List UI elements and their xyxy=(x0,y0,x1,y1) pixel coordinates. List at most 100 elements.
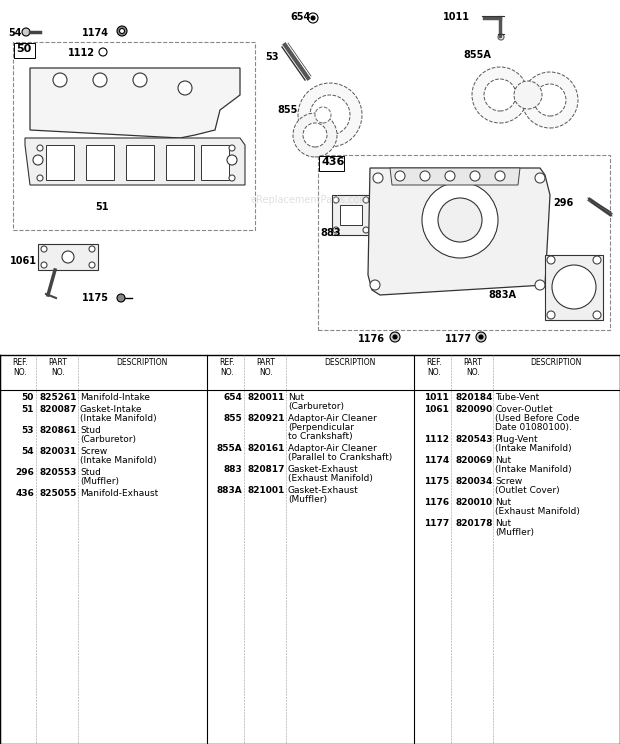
Text: Nut: Nut xyxy=(495,519,511,528)
Text: Gasket-Intake: Gasket-Intake xyxy=(80,405,143,414)
Polygon shape xyxy=(86,145,114,180)
Text: 436: 436 xyxy=(321,157,344,167)
Polygon shape xyxy=(166,145,194,180)
Text: 1176: 1176 xyxy=(424,498,449,507)
Circle shape xyxy=(293,113,337,157)
Text: (Muffler): (Muffler) xyxy=(288,495,327,504)
Text: 820921: 820921 xyxy=(248,414,285,423)
Circle shape xyxy=(53,73,67,87)
Circle shape xyxy=(470,171,480,181)
Polygon shape xyxy=(38,244,98,270)
Circle shape xyxy=(62,251,74,263)
Text: 883: 883 xyxy=(223,465,242,474)
Text: 51: 51 xyxy=(95,202,108,212)
Text: (Muffler): (Muffler) xyxy=(80,477,119,486)
Circle shape xyxy=(472,67,528,123)
Text: 821001: 821001 xyxy=(248,486,285,495)
Circle shape xyxy=(498,34,504,40)
Text: (Exhaust Manifold): (Exhaust Manifold) xyxy=(288,474,373,483)
Circle shape xyxy=(310,95,350,135)
Text: Manifold-Exhaust: Manifold-Exhaust xyxy=(80,489,158,498)
Circle shape xyxy=(476,332,486,342)
Text: Cover-Outlet: Cover-Outlet xyxy=(495,405,552,414)
Polygon shape xyxy=(30,68,240,138)
Text: 883: 883 xyxy=(320,228,340,238)
Circle shape xyxy=(333,227,339,233)
Circle shape xyxy=(178,81,192,95)
Text: DESCRIPTION: DESCRIPTION xyxy=(117,358,167,367)
Text: 820817: 820817 xyxy=(248,465,285,474)
Text: PART
NO.: PART NO. xyxy=(48,358,68,377)
Circle shape xyxy=(229,145,235,151)
Text: to Crankshaft): to Crankshaft) xyxy=(288,432,353,441)
Circle shape xyxy=(37,145,43,151)
Circle shape xyxy=(117,294,125,302)
Circle shape xyxy=(308,13,318,23)
Text: 1061: 1061 xyxy=(10,256,37,266)
Circle shape xyxy=(370,280,380,290)
Circle shape xyxy=(120,28,125,33)
Text: Tube-Vent: Tube-Vent xyxy=(495,393,539,402)
Circle shape xyxy=(484,79,516,111)
Text: 296: 296 xyxy=(15,468,34,477)
Circle shape xyxy=(133,73,147,87)
Circle shape xyxy=(420,171,430,181)
Text: Gasket-Exhaust: Gasket-Exhaust xyxy=(288,486,359,495)
Text: 1175: 1175 xyxy=(424,477,449,486)
Text: 855: 855 xyxy=(223,414,242,423)
Circle shape xyxy=(534,84,566,116)
Text: 296: 296 xyxy=(553,198,574,208)
Bar xyxy=(13,42,255,230)
Circle shape xyxy=(438,198,482,242)
Circle shape xyxy=(479,335,483,339)
Bar xyxy=(0,0,620,355)
Text: (Perpendicular: (Perpendicular xyxy=(288,423,354,432)
Circle shape xyxy=(547,256,555,264)
Circle shape xyxy=(89,246,95,252)
Text: Adaptor-Air Cleaner: Adaptor-Air Cleaner xyxy=(288,444,377,453)
Text: Nut: Nut xyxy=(495,456,511,465)
Circle shape xyxy=(547,311,555,319)
Polygon shape xyxy=(46,145,74,180)
Text: Screw: Screw xyxy=(80,447,107,456)
Circle shape xyxy=(99,48,107,56)
Circle shape xyxy=(33,155,43,165)
Text: (Intake Manifold): (Intake Manifold) xyxy=(495,465,572,474)
Text: 53: 53 xyxy=(265,52,278,62)
Circle shape xyxy=(227,155,237,165)
Text: (Carburetor): (Carburetor) xyxy=(288,402,344,411)
Text: 1177: 1177 xyxy=(445,334,472,344)
Circle shape xyxy=(363,227,369,233)
Text: 820861: 820861 xyxy=(40,426,78,435)
Text: 1011: 1011 xyxy=(424,393,449,402)
Text: PART
NO.: PART NO. xyxy=(464,358,482,377)
Circle shape xyxy=(298,83,362,147)
Text: Date 01080100).: Date 01080100). xyxy=(495,423,572,432)
Circle shape xyxy=(593,311,601,319)
Text: 1174: 1174 xyxy=(423,456,449,465)
Circle shape xyxy=(514,81,542,109)
Circle shape xyxy=(522,72,578,128)
Text: 50: 50 xyxy=(22,393,34,402)
Polygon shape xyxy=(332,195,370,235)
Text: (Intake Manifold): (Intake Manifold) xyxy=(495,444,572,453)
Text: (Intake Manifold): (Intake Manifold) xyxy=(80,456,157,465)
Text: 855A: 855A xyxy=(463,50,491,60)
Text: 883A: 883A xyxy=(488,290,516,300)
Circle shape xyxy=(393,335,397,339)
Bar xyxy=(340,205,362,225)
Text: 883A: 883A xyxy=(216,486,242,495)
Bar xyxy=(14,43,35,58)
Text: 820543: 820543 xyxy=(455,435,492,444)
Text: 820069: 820069 xyxy=(455,456,492,465)
Circle shape xyxy=(390,332,400,342)
Circle shape xyxy=(552,265,596,309)
Circle shape xyxy=(303,123,327,147)
Text: 654: 654 xyxy=(223,393,242,402)
Circle shape xyxy=(41,262,47,268)
Text: 1011: 1011 xyxy=(443,12,470,22)
Text: Manifold-Intake: Manifold-Intake xyxy=(80,393,150,402)
Polygon shape xyxy=(368,168,550,295)
Text: 820031: 820031 xyxy=(40,447,78,456)
Text: 820010: 820010 xyxy=(455,498,492,507)
